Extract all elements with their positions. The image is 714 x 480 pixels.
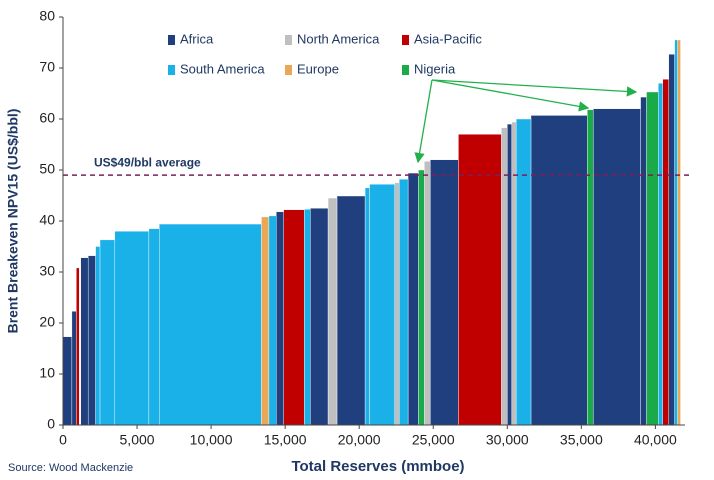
bar — [76, 267, 80, 426]
bar — [276, 211, 284, 426]
bar — [674, 39, 678, 426]
bar — [369, 184, 395, 426]
legend-label: Asia-Pacific — [414, 31, 482, 46]
legend-swatch — [402, 65, 409, 75]
average-label: US$49/bbl average — [94, 155, 201, 169]
annotation-arrows — [414, 79, 638, 164]
bar — [364, 187, 370, 426]
y-tick-label: 0 — [47, 416, 55, 432]
x-axis-title: Total Reserves (mmboe) — [291, 458, 464, 475]
legend-label: Nigeria — [414, 61, 456, 76]
y-tick-label: 20 — [39, 314, 55, 330]
bar — [507, 123, 512, 426]
bar — [159, 223, 262, 426]
legend-swatch — [168, 35, 175, 45]
x-tick-label: 25,000 — [412, 432, 455, 448]
x-tick-label: 0 — [59, 432, 67, 448]
y-tick-label: 30 — [39, 263, 55, 279]
y-tick-label: 10 — [39, 365, 55, 381]
arrow — [431, 79, 638, 97]
bar — [662, 79, 669, 426]
bar — [658, 83, 663, 426]
y-tick-label: 40 — [39, 212, 55, 228]
bar — [336, 195, 366, 426]
bar — [99, 239, 116, 426]
bar — [677, 39, 681, 426]
bar — [530, 115, 588, 426]
bar — [304, 209, 311, 426]
bar — [511, 121, 517, 426]
bar — [261, 216, 270, 426]
arrow — [431, 79, 590, 112]
bar — [310, 208, 329, 426]
x-tick-label: 10,000 — [190, 432, 233, 448]
x-tick-label: 30,000 — [486, 432, 529, 448]
legend-swatch — [168, 65, 175, 75]
legend-swatch — [402, 35, 409, 45]
bar — [668, 54, 675, 426]
y-tick-label: 70 — [39, 59, 55, 75]
bar — [430, 159, 459, 426]
x-tick-label: 20,000 — [338, 432, 381, 448]
bar — [87, 255, 96, 426]
legend-label: South America — [180, 61, 265, 76]
legend-label: Europe — [297, 61, 339, 76]
legend-swatch — [285, 35, 292, 45]
bar — [501, 127, 508, 426]
bars — [62, 39, 681, 426]
bar — [424, 161, 431, 426]
bar — [407, 172, 419, 426]
bar — [268, 215, 277, 426]
x-tick-label: 35,000 — [560, 432, 603, 448]
y-axis-title: Brent Breakeven NPV15 (US$/bbl) — [5, 109, 21, 334]
bar — [398, 178, 409, 426]
bar — [95, 246, 101, 426]
bar — [592, 108, 641, 426]
legend-swatch — [285, 65, 292, 75]
bar — [394, 182, 400, 426]
y-tick-label: 80 — [39, 8, 55, 24]
legend-label: Africa — [180, 31, 214, 46]
bar — [62, 336, 73, 426]
source: Source: Wood Mackenzie — [8, 462, 133, 474]
bar — [148, 228, 160, 426]
x-tick-label: 15,000 — [264, 432, 307, 448]
y-tick-label: 50 — [39, 161, 55, 177]
bar — [327, 197, 338, 426]
bar — [515, 118, 532, 426]
bar — [80, 257, 89, 426]
bar — [71, 311, 77, 426]
bar — [114, 230, 150, 426]
bar — [418, 169, 425, 426]
x-tick-label: 5,000 — [120, 432, 155, 448]
bar — [646, 91, 659, 426]
bar — [283, 209, 305, 426]
bar — [458, 134, 502, 426]
bar — [640, 96, 647, 426]
x-tick-label: 40,000 — [634, 432, 677, 448]
arrow — [414, 79, 433, 164]
y-tick-label: 60 — [39, 110, 55, 126]
legend-label: North America — [297, 31, 380, 46]
bar — [587, 109, 594, 426]
